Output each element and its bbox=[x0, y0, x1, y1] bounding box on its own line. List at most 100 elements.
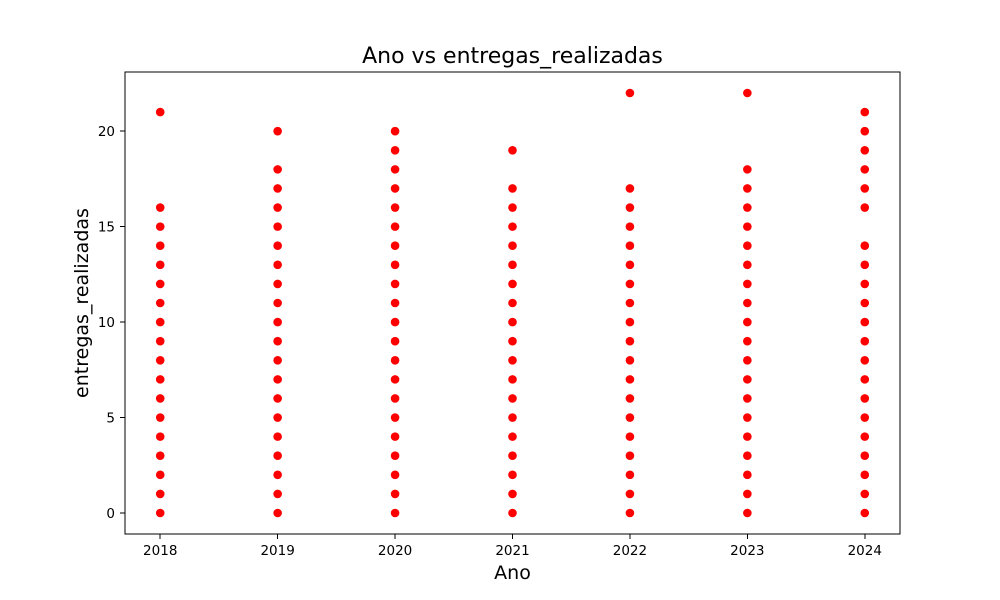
x-tick-label: 2022 bbox=[613, 543, 647, 559]
data-point bbox=[508, 451, 517, 461]
data-point bbox=[273, 260, 282, 270]
data-point bbox=[860, 203, 870, 212]
data-point bbox=[860, 279, 870, 289]
data-point bbox=[390, 165, 400, 174]
data-point bbox=[625, 336, 635, 346]
data-point bbox=[743, 432, 752, 441]
data-point bbox=[743, 260, 752, 270]
data-point bbox=[860, 336, 870, 346]
data-point bbox=[273, 279, 282, 289]
data-point bbox=[273, 298, 282, 308]
data-point bbox=[155, 298, 165, 308]
data-point bbox=[860, 107, 870, 117]
data-point bbox=[508, 470, 517, 480]
data-point bbox=[390, 317, 400, 327]
data-point bbox=[273, 317, 282, 327]
data-point bbox=[155, 222, 165, 231]
data-point bbox=[390, 184, 400, 193]
data-point bbox=[390, 260, 400, 270]
data-point bbox=[625, 413, 635, 422]
data-point bbox=[508, 394, 517, 403]
y-axis-ticks: 0 5 10 15 20 bbox=[98, 124, 125, 522]
data-point bbox=[743, 203, 752, 212]
data-point bbox=[155, 394, 165, 403]
data-point bbox=[155, 279, 165, 289]
data-point bbox=[390, 394, 400, 403]
data-point bbox=[390, 375, 400, 384]
x-tick-label: 2018 bbox=[143, 543, 177, 559]
x-axis-ticks: 2018 2019 2020 2021 2022 2023 2024 bbox=[143, 534, 882, 559]
data-point bbox=[625, 451, 635, 461]
data-point bbox=[155, 317, 165, 327]
data-point bbox=[743, 241, 752, 251]
data-point bbox=[508, 432, 517, 441]
data-point bbox=[155, 203, 165, 212]
data-point bbox=[508, 508, 517, 518]
data-point bbox=[625, 222, 635, 231]
data-point bbox=[860, 394, 870, 403]
x-tick-label: 2021 bbox=[495, 543, 529, 559]
data-point bbox=[860, 470, 870, 480]
data-point bbox=[743, 375, 752, 384]
data-point bbox=[625, 508, 635, 518]
data-point bbox=[155, 470, 165, 480]
data-point bbox=[743, 355, 752, 365]
data-point bbox=[743, 222, 752, 231]
data-point bbox=[860, 165, 870, 174]
data-point bbox=[390, 203, 400, 212]
data-point bbox=[508, 375, 517, 384]
data-point bbox=[743, 394, 752, 403]
data-point bbox=[155, 413, 165, 422]
data-point bbox=[860, 298, 870, 308]
x-axis-label: Ano bbox=[494, 562, 531, 584]
data-point bbox=[273, 413, 282, 422]
data-point bbox=[155, 107, 165, 117]
data-point bbox=[390, 508, 400, 518]
data-point bbox=[390, 451, 400, 461]
data-point bbox=[508, 489, 517, 499]
data-point bbox=[155, 508, 165, 518]
data-point bbox=[273, 355, 282, 365]
data-point bbox=[743, 451, 752, 461]
data-point bbox=[273, 432, 282, 441]
data-point bbox=[743, 165, 752, 174]
data-point bbox=[625, 241, 635, 251]
data-point bbox=[155, 489, 165, 499]
data-point bbox=[860, 241, 870, 251]
data-point bbox=[625, 260, 635, 270]
data-point bbox=[860, 375, 870, 384]
data-point bbox=[508, 336, 517, 346]
data-point bbox=[390, 489, 400, 499]
data-point bbox=[625, 203, 635, 212]
data-point bbox=[155, 241, 165, 251]
data-point bbox=[155, 260, 165, 270]
data-point bbox=[508, 279, 517, 289]
data-point bbox=[625, 298, 635, 308]
data-point bbox=[860, 432, 870, 441]
data-point bbox=[860, 355, 870, 365]
data-point bbox=[625, 470, 635, 480]
data-point bbox=[155, 375, 165, 384]
data-point bbox=[390, 432, 400, 441]
data-point bbox=[860, 317, 870, 327]
data-point bbox=[860, 413, 870, 422]
x-tick-label: 2023 bbox=[730, 543, 764, 559]
data-point bbox=[625, 432, 635, 441]
y-tick-label: 15 bbox=[98, 220, 115, 236]
data-point bbox=[508, 203, 517, 212]
data-point bbox=[743, 336, 752, 346]
data-point bbox=[390, 336, 400, 346]
data-point bbox=[860, 184, 870, 193]
data-point bbox=[743, 470, 752, 480]
data-point bbox=[508, 222, 517, 231]
data-point bbox=[508, 145, 517, 155]
data-point bbox=[625, 88, 635, 98]
data-point bbox=[625, 375, 635, 384]
data-point bbox=[390, 145, 400, 155]
data-point bbox=[155, 336, 165, 346]
y-tick-label: 10 bbox=[98, 315, 115, 331]
data-point bbox=[273, 203, 282, 212]
data-point bbox=[860, 260, 870, 270]
data-point bbox=[390, 413, 400, 422]
